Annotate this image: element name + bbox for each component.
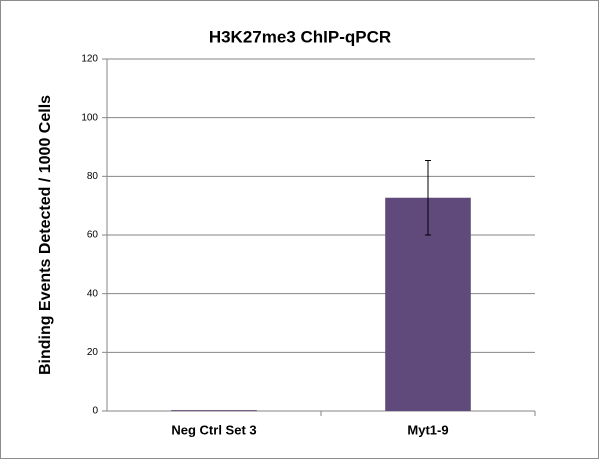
y-tick-label: 120 bbox=[81, 54, 98, 65]
y-tick-label: 20 bbox=[87, 347, 99, 358]
chart-title: H3K27me3 ChIP-qPCR bbox=[209, 27, 391, 46]
x-tick-label: Myt1-9 bbox=[407, 422, 448, 437]
bar bbox=[171, 410, 257, 412]
y-tick-label: 80 bbox=[87, 171, 99, 182]
y-axis-label: Binding Events Detected / 1000 Cells bbox=[37, 95, 54, 375]
y-tick-label: 0 bbox=[92, 406, 98, 417]
y-tick-label: 60 bbox=[87, 230, 99, 241]
y-tick-label: 100 bbox=[81, 112, 98, 123]
x-tick-label: Neg Ctrl Set 3 bbox=[171, 422, 256, 437]
y-tick-label: 40 bbox=[87, 288, 99, 299]
